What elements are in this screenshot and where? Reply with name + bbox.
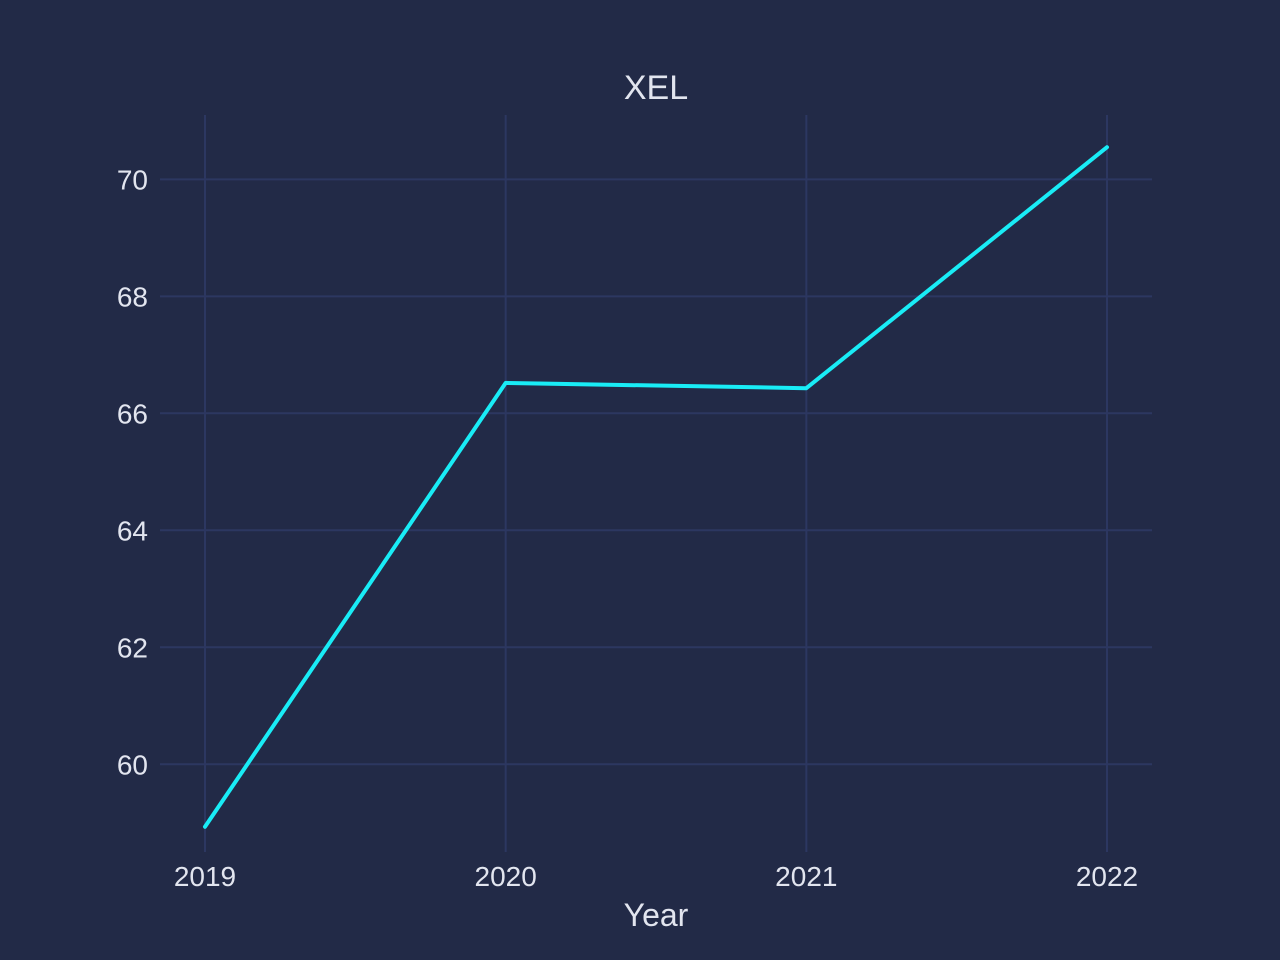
x-grid [204, 115, 1108, 852]
x-tick-label: 2022 [1076, 861, 1138, 892]
y-tick-label: 68 [117, 281, 148, 312]
x-tick-labels: 2019 2020 2021 2022 [174, 861, 1138, 892]
x-tick-label: 2019 [174, 861, 236, 892]
x-tick-label: 2021 [775, 861, 837, 892]
y-tick-label: 66 [117, 398, 148, 429]
y-tick-labels: 60 62 64 66 68 70 [117, 164, 148, 780]
x-axis-title: Year [624, 897, 689, 933]
series-layer [203, 145, 1109, 829]
chart-title: XEL [624, 69, 688, 107]
series-line [203, 145, 1109, 829]
x-tick-label: 2020 [475, 861, 537, 892]
y-tick-label: 64 [117, 515, 148, 546]
y-tick-label: 60 [117, 749, 148, 780]
y-tick-label: 70 [117, 164, 148, 195]
y-tick-label: 62 [117, 632, 148, 663]
